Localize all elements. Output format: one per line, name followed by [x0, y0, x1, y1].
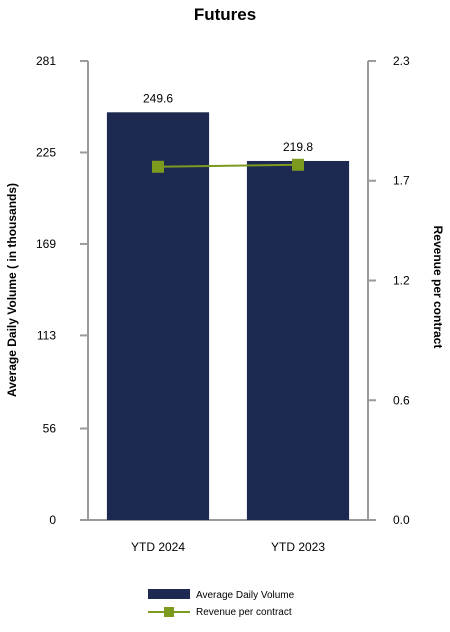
- left-tick-label: 56: [43, 422, 57, 436]
- right-tick-label: 1.2: [393, 274, 410, 288]
- revenue-line: [157, 163, 299, 168]
- tick-labels: 281 225 169 113 56 0 2.3 1.7 1.2 0.6 0.0 249.6 YTD 2…: [36, 54, 410, 554]
- left-tick-label: 169: [36, 237, 56, 251]
- right-tick-label: 0.6: [393, 393, 410, 407]
- line-series: [152, 158, 304, 173]
- left-tick-label: 113: [37, 328, 56, 342]
- revenue-marker: [152, 160, 164, 173]
- chart-title: Futures: [194, 5, 256, 24]
- bar: [246, 160, 350, 520]
- bar-data-label: 249.6: [143, 91, 173, 105]
- bar-series: [106, 112, 350, 520]
- category-label: YTD 2024: [131, 540, 185, 554]
- left-tick-label: 225: [36, 145, 56, 159]
- bar-data-label: 219.8: [283, 140, 313, 154]
- right-axis-title: Revenue per contract: [431, 226, 445, 349]
- right-tick-label: 1.7: [393, 174, 410, 188]
- left-axis-title: Average Daily Volume ( in thousands): [5, 183, 19, 397]
- legend-label-bar: Average Daily Volume: [196, 590, 295, 601]
- left-tick-label: 281: [36, 54, 56, 68]
- revenue-marker: [292, 158, 304, 171]
- right-tick-label: 0.0: [393, 513, 410, 527]
- bar: [106, 112, 210, 520]
- left-tick-label: 0: [49, 513, 56, 527]
- category-label: YTD 2023: [271, 540, 325, 554]
- right-tick-label: 2.3: [393, 54, 410, 68]
- legend-label-line: Revenue per contract: [196, 607, 292, 618]
- legend-swatch-marker: [164, 607, 174, 617]
- legend: Average Daily Volume Revenue per contrac…: [148, 589, 295, 618]
- legend-swatch-bar: [148, 589, 190, 599]
